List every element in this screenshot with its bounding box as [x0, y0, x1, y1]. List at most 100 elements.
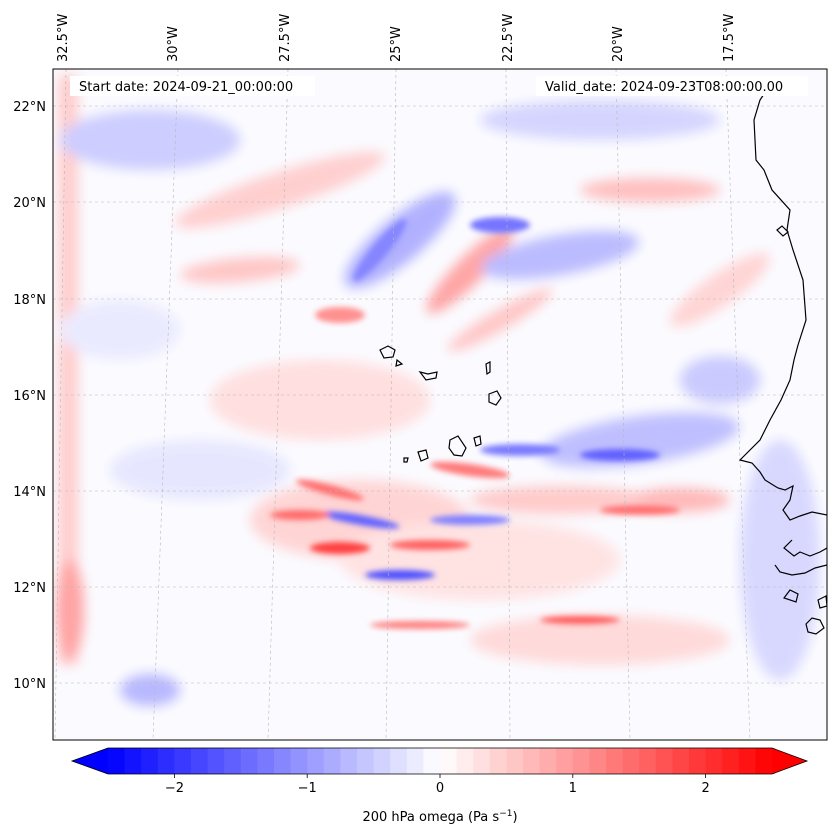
colorbar-segment	[390, 748, 408, 774]
lon-label: 32.5°W	[56, 14, 71, 62]
south-positive-wide	[340, 520, 620, 600]
colorbar-segment	[489, 748, 507, 774]
wave-negative-1	[365, 570, 435, 580]
colorbar-segments	[108, 748, 773, 774]
boa-vista-island	[488, 390, 502, 406]
fogo-island	[417, 449, 429, 462]
colorbar-segment	[257, 748, 275, 774]
coastlines	[379, 87, 827, 635]
colorbar-segment	[689, 748, 707, 774]
colorbar-segment	[606, 748, 624, 774]
wave-positive-7	[600, 505, 680, 515]
wave-positive-9	[370, 621, 470, 629]
wave-positive-6	[540, 616, 620, 624]
map-panel: Start date: 2024-09-21_00:00:00 Valid_da…	[52, 68, 828, 741]
coast-negative-area	[680, 356, 760, 404]
colorbar-segment	[274, 748, 292, 774]
colorbar-segment	[141, 748, 159, 774]
lon-label: 17.5°W	[722, 14, 737, 62]
sal-island	[485, 361, 491, 376]
colorbar-segment	[639, 748, 657, 774]
colorbar-segment	[672, 748, 690, 774]
colorbar: −2 −1 0 1 2 200 hPa omega (Pa s−1)	[70, 747, 809, 825]
colorbar-segment	[108, 748, 126, 774]
western-positive-core	[56, 560, 84, 660]
colorbar-segment	[191, 748, 209, 774]
maio-island	[473, 435, 482, 447]
lat-label: 10°N	[13, 677, 46, 692]
colorbar-segment	[456, 748, 474, 774]
east-edge-negative-area	[740, 440, 820, 680]
colorbar-tick-label: −1	[298, 781, 317, 796]
coast-islet-2	[817, 595, 827, 609]
colorbar-segment	[406, 748, 424, 774]
colorbar-tick-label: −2	[165, 781, 184, 796]
colorbar-tick-label: 2	[701, 781, 709, 796]
cap-blanc	[776, 225, 789, 237]
colorbar-segment	[523, 748, 541, 774]
africa-coast	[738, 87, 827, 521]
colorbar-segment	[755, 748, 773, 774]
lat-label: 20°N	[13, 196, 46, 211]
colorbar-segment	[307, 748, 325, 774]
colorbar-outline	[70, 747, 809, 775]
colorbar-tick-label: 1	[569, 781, 577, 796]
longitude-labels: 32.5°W 30°W 27.5°W 25°W 22.5°W 20°W 17.5…	[56, 14, 737, 62]
colorbar-segment	[622, 748, 640, 774]
colorbar-segment	[655, 748, 673, 774]
wave-positive-1	[310, 542, 370, 554]
se-positive-area	[470, 615, 730, 665]
lon-label: 25°W	[389, 26, 404, 62]
colorbar-segment	[440, 748, 458, 774]
meridian-32-5w	[54, 69, 67, 740]
lon-label: 20°W	[611, 26, 626, 62]
ne-positive-diag	[670, 253, 770, 327]
colorbar-segment	[738, 748, 756, 774]
sw-negative-spot	[120, 674, 180, 706]
mid-south-positive	[470, 486, 650, 514]
colorbar-segment	[705, 748, 723, 774]
meridian-30w	[152, 69, 179, 740]
wave-positive-3	[296, 479, 364, 501]
lon-label: 22.5°W	[501, 14, 516, 62]
colorbar-segment	[357, 748, 375, 774]
guinea-bissau-coast	[774, 564, 827, 576]
ne-positive-streak	[580, 178, 720, 202]
nw-positive-band	[175, 151, 385, 229]
colorbar-ticks: −2 −1 0 1 2	[165, 774, 710, 796]
meridian-25w	[385, 69, 397, 740]
wave-positive-2	[270, 510, 330, 520]
colorbar-segment	[224, 748, 242, 774]
lat-label: 12°N	[13, 581, 46, 596]
lat-label: 18°N	[13, 293, 46, 308]
colorbar-segment	[323, 748, 341, 774]
nw-negative-area	[60, 110, 240, 170]
colorbar-segment	[473, 748, 491, 774]
wave-negative-3	[430, 515, 510, 525]
ne-negative-area	[481, 230, 639, 280]
wave-negative-2	[320, 511, 400, 529]
colorbar-segment	[373, 748, 391, 774]
bijagos-island	[783, 589, 799, 603]
colorbar-title: 200 hPa omega (Pa s−1)	[362, 809, 517, 825]
santo-antao-island	[379, 345, 396, 359]
lat-label: 22°N	[13, 100, 46, 115]
wave-negative-5	[580, 449, 660, 461]
wave-positive-4	[390, 540, 470, 550]
west-negative-patch	[60, 300, 180, 360]
colorbar-segment	[157, 748, 175, 774]
colorbar-max-extension	[772, 748, 807, 774]
latitude-labels: 22°N 20°N 18°N 16°N 14°N 12°N 10°N	[13, 100, 46, 692]
sao-vicente-island	[395, 358, 404, 367]
map-frame	[52, 68, 828, 741]
lat-label: 14°N	[13, 485, 46, 500]
west-negative-area	[110, 440, 290, 500]
sao-nicolau-island	[418, 371, 438, 381]
meridian-27-5w	[267, 69, 289, 740]
valid-date-box	[536, 76, 808, 96]
colorbar-segment	[174, 748, 192, 774]
wave-negative-7	[470, 217, 530, 233]
meridian-17-5w	[725, 69, 751, 740]
colorbar-segment	[207, 748, 225, 774]
